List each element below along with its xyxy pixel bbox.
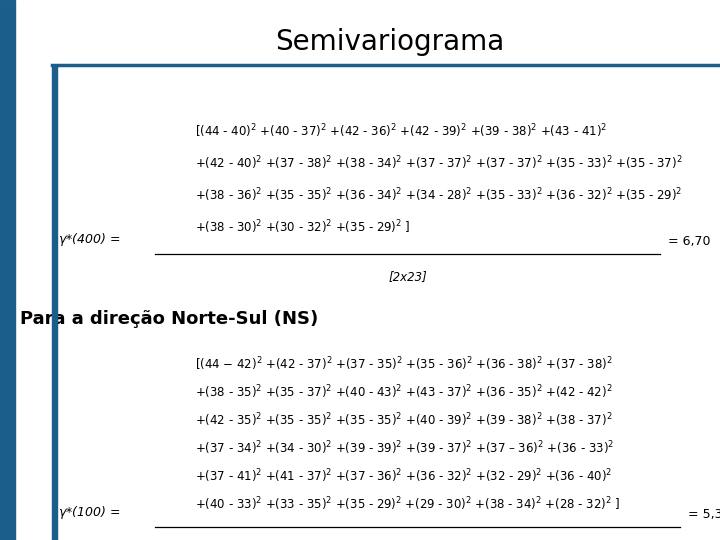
Text: = 6,70: = 6,70 xyxy=(668,235,711,248)
Text: +(37 - 34)$^2$ +(34 - 30)$^2$ +(39 - 39)$^2$ +(39 - 37)$^2$ +(37 – 36)$^2$ +(36 : +(37 - 34)$^2$ +(34 - 30)$^2$ +(39 - 39)… xyxy=(195,439,614,457)
Text: Para a direção Norte-Sul (NS): Para a direção Norte-Sul (NS) xyxy=(20,310,318,328)
Text: $\gamma$*(100) =: $\gamma$*(100) = xyxy=(58,504,120,521)
Bar xyxy=(0,0,15,540)
Text: $\gamma$*(400) =: $\gamma$*(400) = xyxy=(58,231,120,248)
Text: +(38 - 30)$^2$ +(30 - 32)$^2$ +(35 - 29)$^2$ ]: +(38 - 30)$^2$ +(30 - 32)$^2$ +(35 - 29)… xyxy=(195,218,410,235)
Text: +(42 - 35)$^2$ +(35 - 35)$^2$ +(35 - 35)$^2$ +(40 - 39)$^2$ +(39 - 38)$^2$ +(38 : +(42 - 35)$^2$ +(35 - 35)$^2$ +(35 - 35)… xyxy=(195,411,613,429)
Bar xyxy=(52,65,57,540)
Text: [(44 − 42)$^2$ +(42 - 37)$^2$ +(37 - 35)$^2$ +(35 - 36)$^2$ +(36 - 38)$^2$ +(37 : [(44 − 42)$^2$ +(42 - 37)$^2$ +(37 - 35)… xyxy=(195,355,613,373)
Text: +(37 - 41)$^2$ +(41 - 37)$^2$ +(37 - 36)$^2$ +(36 - 32)$^2$ +(32 - 29)$^2$ +(36 : +(37 - 41)$^2$ +(41 - 37)$^2$ +(37 - 36)… xyxy=(195,467,612,484)
Text: +(40 - 33)$^2$ +(33 - 35)$^2$ +(35 - 29)$^2$ +(29 - 30)$^2$ +(38 - 34)$^2$ +(28 : +(40 - 33)$^2$ +(33 - 35)$^2$ +(35 - 29)… xyxy=(195,495,621,512)
Text: Semivariograma: Semivariograma xyxy=(275,28,505,56)
Text: +(42 - 40)$^2$ +(37 - 38)$^2$ +(38 - 34)$^2$ +(37 - 37)$^2$ +(37 - 37)$^2$ +(35 : +(42 - 40)$^2$ +(37 - 38)$^2$ +(38 - 34)… xyxy=(195,154,683,172)
Text: [(44 - 40)$^2$ +(40 - 37)$^2$ +(42 - 36)$^2$ +(42 - 39)$^2$ +(39 - 38)$^2$ +(43 : [(44 - 40)$^2$ +(40 - 37)$^2$ +(42 - 36)… xyxy=(195,122,607,140)
Text: +(38 - 35)$^2$ +(35 - 37)$^2$ +(40 - 43)$^2$ +(43 - 37)$^2$ +(36 - 35)$^2$ +(42 : +(38 - 35)$^2$ +(35 - 37)$^2$ +(40 - 43)… xyxy=(195,383,613,401)
Text: [2x23]: [2x23] xyxy=(389,270,428,283)
Text: +(38 - 36)$^2$ +(35 - 35)$^2$ +(36 - 34)$^2$ +(34 - 28)$^2$ +(35 - 33)$^2$ +(36 : +(38 - 36)$^2$ +(35 - 35)$^2$ +(36 - 34)… xyxy=(195,186,683,204)
Text: = 5,35: = 5,35 xyxy=(688,508,720,521)
